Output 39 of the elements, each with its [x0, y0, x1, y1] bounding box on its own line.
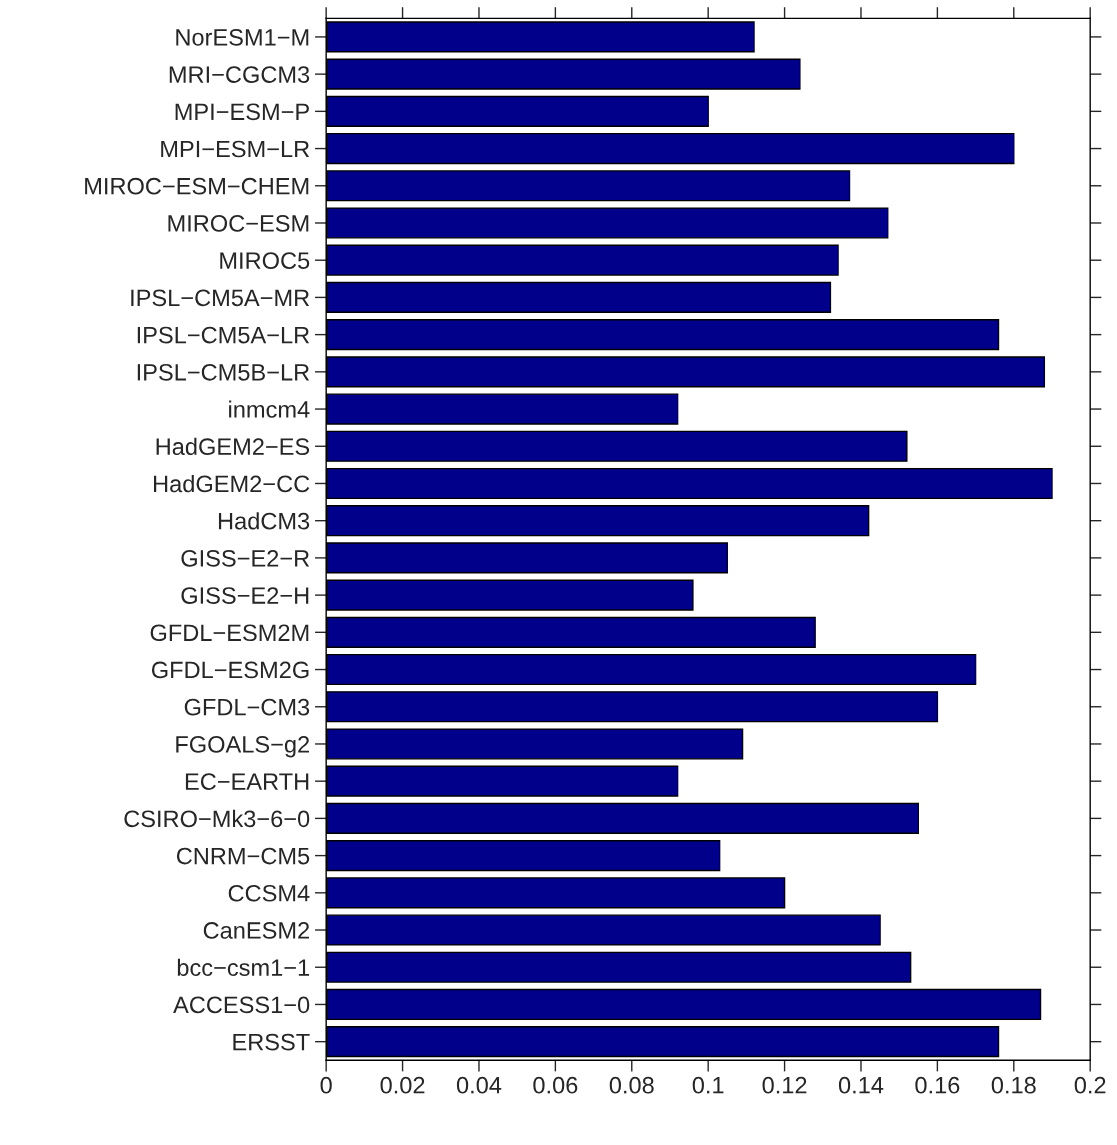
y-tick-label: MIROC−ESM: [168, 215, 309, 232]
y-tick-label: GFDL−ESM2M: [150, 624, 309, 642]
x-tick-label: 0.16: [915, 1076, 960, 1094]
y-tick-label: CSIRO−Mk3−6−0: [124, 809, 310, 828]
x-tick-label: 0.08: [609, 1076, 654, 1094]
x-tick-label: 0.2: [1074, 1076, 1106, 1094]
y-tick-label: MIROC−ESM−CHEM: [85, 177, 309, 195]
y-tick-label: ACCESS1−0: [173, 996, 310, 1014]
x-tick-label: 0.1: [692, 1076, 724, 1094]
x-tick-label: 0.06: [533, 1076, 578, 1094]
y-tick-label: CNRM−CM5: [176, 847, 310, 865]
x-tick-label: 0: [320, 1076, 332, 1094]
y-tick-label: HadGEM2−CC: [154, 474, 310, 493]
y-tick-label: inmcm4: [229, 400, 310, 418]
x-tick-label: 0.02: [380, 1076, 425, 1094]
x-tick-label: 0.04: [456, 1076, 502, 1094]
x-tick-label: 0.14: [838, 1076, 884, 1094]
y-tick-label: NorESM1−M: [176, 28, 309, 46]
y-tick-label: CCSM4: [228, 884, 310, 902]
y-tick-label: MRI−CGCM3: [169, 66, 310, 83]
y-tick-label: IPSL−CM5A−LR: [137, 326, 310, 344]
y-tick-label: CanESM2: [203, 922, 310, 939]
y-tick-label: HadGEM2−ES: [156, 437, 310, 456]
y-tick-label: GISS−E2−H: [181, 587, 309, 604]
y-tick-label: GISS−E2−R: [181, 549, 310, 567]
y-tick-label: MIROC5: [220, 252, 310, 269]
y-tick-label: HadCM3: [218, 512, 310, 530]
y-tick-label: GFDL−CM3: [184, 698, 310, 716]
y-tick-label: IPSL−CM5B−LR: [137, 363, 310, 381]
y-tick-label: EC−EARTH: [185, 773, 309, 790]
y-tick-label: MPI−ESM−LR: [161, 140, 310, 158]
y-tick-label: GFDL−ESM2G: [151, 661, 309, 679]
y-tick-label: bcc−csm1−1: [177, 958, 310, 977]
x-tick-label: 0.18: [991, 1076, 1036, 1094]
x-tick-label: 0.12: [762, 1076, 807, 1094]
y-tick-label: ERSST: [233, 1033, 310, 1051]
y-tick-label: FGOALS−g2: [176, 736, 310, 758]
y-tick-label: IPSL−CM5A−MR: [131, 289, 310, 307]
y-tick-label: MPI−ESM−P: [175, 103, 309, 121]
